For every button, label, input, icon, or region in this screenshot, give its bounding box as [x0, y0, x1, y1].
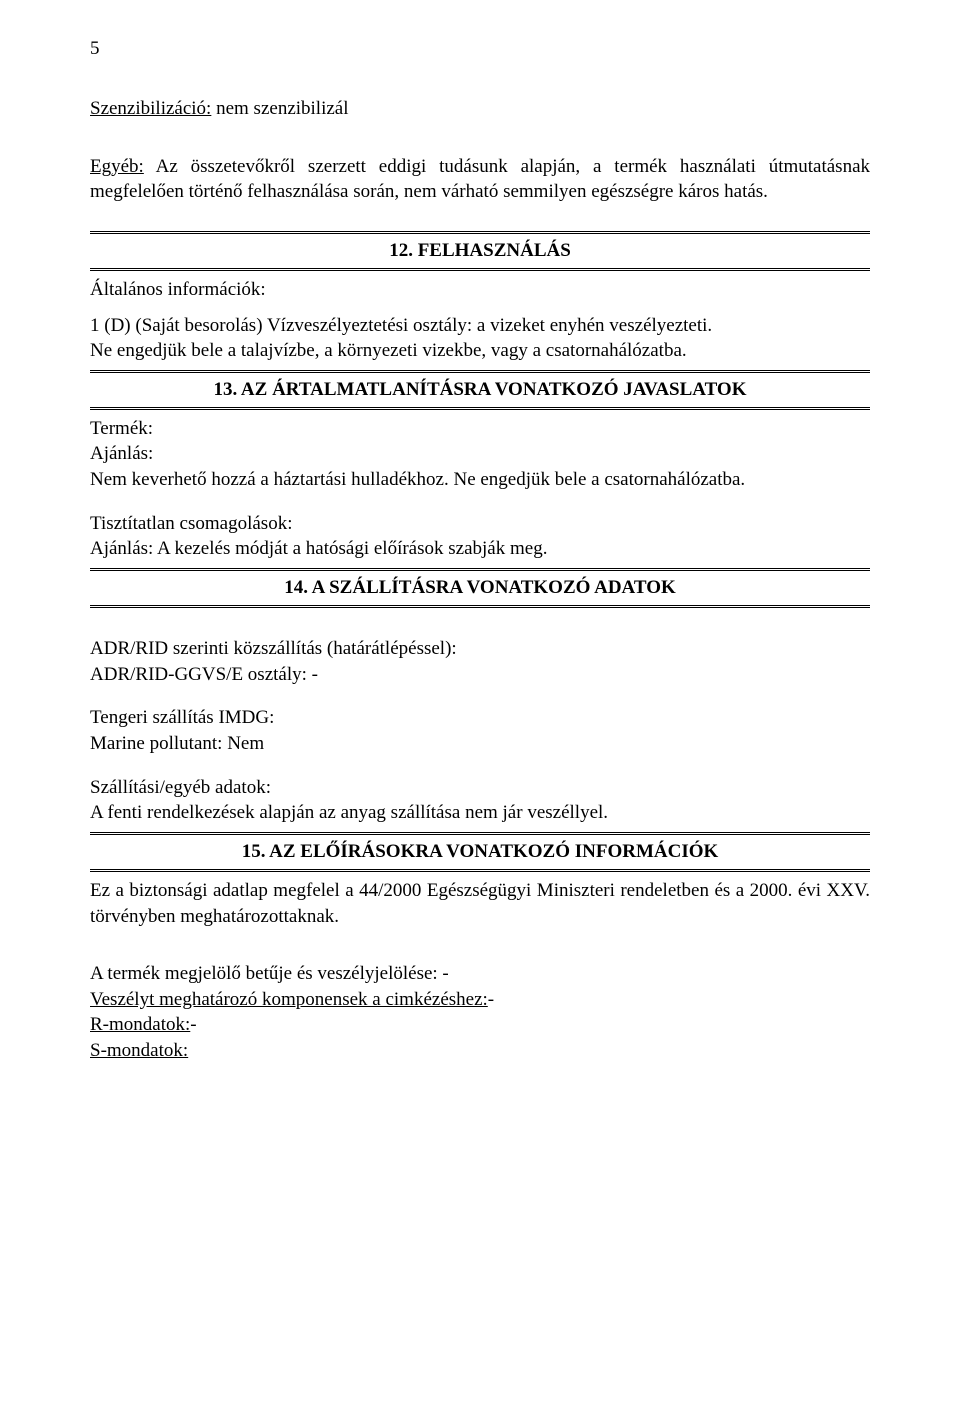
section-12-heading: 12. FELHASZNÁLÁS: [90, 240, 870, 262]
section-13-line-4: Tisztítatlan csomagolások:: [90, 511, 870, 537]
section-15-line-3-label: Veszélyt meghatározó komponensek a cimké…: [90, 989, 488, 1010]
section-15-line-3: Veszélyt meghatározó komponensek a cimké…: [90, 987, 870, 1013]
section-12-line-2: 1 (D) (Saját besorolás) Vízveszélyezteté…: [90, 313, 870, 339]
divider: [90, 268, 870, 271]
section-14-heading: 14. A SZÁLLÍTÁSRA VONATKOZÓ ADATOK: [90, 577, 870, 599]
section-14-line-1: ADR/RID szerinti közszállítás (határátlé…: [90, 636, 870, 662]
section-15-line-5-label: S-mondatok:: [90, 1040, 188, 1061]
paragraph-other: Egyéb: Az összetevőkről szerzett eddigi …: [90, 154, 870, 205]
page-number: 5: [90, 38, 870, 60]
section-13-line-3: Nem keverhető hozzá a háztartási hulladé…: [90, 467, 870, 493]
section-12-line-1: Általános információk:: [90, 277, 870, 303]
section-14-line-2: ADR/RID-GGVS/E osztály: -: [90, 662, 870, 688]
section-15-line-5: S-mondatok:: [90, 1038, 870, 1064]
section-15-line-4: R-mondatok:-: [90, 1012, 870, 1038]
section-14-line-4: Marine pollutant: Nem: [90, 731, 870, 757]
section-13-line-5: Ajánlás: A kezelés módját a hatósági elő…: [90, 536, 870, 562]
divider: [90, 231, 870, 234]
section-13-line-1: Termék:: [90, 416, 870, 442]
section-15-line-2: A termék megjelölő betűje és veszélyjelö…: [90, 961, 870, 987]
divider: [90, 605, 870, 608]
section-15-line-4-label: R-mondatok:: [90, 1014, 190, 1035]
divider: [90, 407, 870, 410]
divider: [90, 832, 870, 835]
divider: [90, 370, 870, 373]
section-14-line-3: Tengeri szállítás IMDG:: [90, 705, 870, 731]
document-page: 5 Szenzibilizáció: nem szenzibilizál Egy…: [0, 0, 960, 1415]
other-label: Egyéb:: [90, 156, 144, 177]
other-text: Az összetevőkről szerzett eddigi tudásun…: [90, 156, 870, 203]
section-15-line-1: Ez a biztonsági adatlap megfelel a 44/20…: [90, 878, 870, 929]
section-12-line-3: Ne engedjük bele a talajvízbe, a környez…: [90, 338, 870, 364]
sensitization-label: Szenzibilizáció:: [90, 98, 211, 119]
section-15-heading: 15. AZ ELŐÍRÁSOKRA VONATKOZÓ INFORMÁCIÓK: [90, 841, 870, 863]
divider: [90, 568, 870, 571]
section-14-line-5: Szállítási/egyéb adatok:: [90, 775, 870, 801]
section-15-line-3-rest: -: [488, 989, 494, 1010]
paragraph-sensitization: Szenzibilizáció: nem szenzibilizál: [90, 96, 870, 122]
divider: [90, 869, 870, 872]
section-13-heading: 13. AZ ÁRTALMATLANÍTÁSRA VONATKOZÓ JAVAS…: [90, 379, 870, 401]
section-13-line-2: Ajánlás:: [90, 441, 870, 467]
section-15-line-4-rest: -: [190, 1014, 196, 1035]
section-14-line-6: A fenti rendelkezések alapján az anyag s…: [90, 800, 870, 826]
sensitization-text: nem szenzibilizál: [211, 98, 348, 119]
